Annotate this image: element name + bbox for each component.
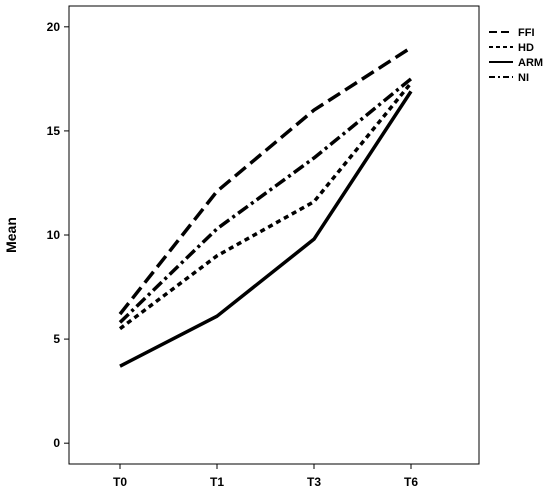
y-axis: 0 5 10 15 20 <box>47 20 69 450</box>
legend-label-ni: NI <box>518 72 529 84</box>
x-tick-label: T0 <box>113 475 127 489</box>
y-axis-title: Mean <box>3 217 19 253</box>
legend-label-arm: ARM <box>518 57 543 69</box>
series-line-ni <box>118 77 413 324</box>
legend-label-ffi: FFI <box>518 27 535 39</box>
series-layer <box>118 46 413 368</box>
legend-label-hd: HD <box>518 42 534 54</box>
x-tick-label: T1 <box>210 475 224 489</box>
y-tick-label: 10 <box>47 228 61 242</box>
y-tick-label: 5 <box>53 332 60 346</box>
legend: FFI HD ARM NI <box>489 27 543 84</box>
y-tick-label: 15 <box>47 124 61 138</box>
x-axis: T0 T1 T3 T6 <box>113 464 418 489</box>
series-line-hd <box>118 81 413 331</box>
y-tick-label: 0 <box>53 436 60 450</box>
x-tick-label: T6 <box>404 475 418 489</box>
series-line-arm <box>119 90 413 368</box>
y-tick-label: 20 <box>47 20 61 34</box>
plot-frame <box>68 5 480 465</box>
series-line-ffi <box>118 46 412 316</box>
x-tick-label: T3 <box>307 475 321 489</box>
